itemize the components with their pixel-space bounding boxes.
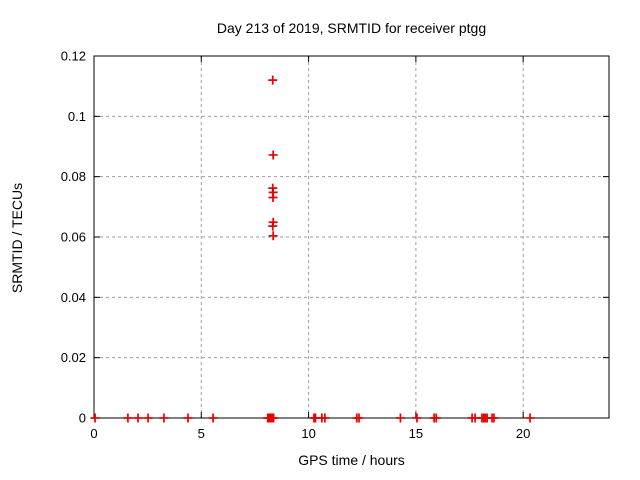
- data-point-marker: [268, 192, 278, 202]
- data-point-marker: [268, 231, 278, 241]
- data-point-marker: [133, 413, 143, 423]
- data-point-marker: [412, 413, 422, 423]
- data-point-marker: [143, 413, 153, 423]
- data-point-marker: [123, 413, 133, 423]
- data-point-marker: [208, 413, 218, 423]
- y-tick-label: 0.06: [61, 230, 86, 245]
- data-point-marker: [489, 413, 499, 423]
- y-tick-label: 0: [79, 411, 86, 426]
- data-point-marker: [320, 413, 330, 423]
- data-point-marker: [431, 413, 441, 423]
- data-point-marker: [159, 413, 169, 423]
- data-point-marker: [268, 75, 278, 85]
- y-tick-label: 0.1: [68, 109, 86, 124]
- plot-border: [93, 55, 610, 419]
- data-point-marker: [354, 413, 364, 423]
- x-tick-label: 20: [516, 426, 530, 441]
- x-tick-label: 10: [301, 426, 315, 441]
- data-point-marker: [183, 413, 193, 423]
- x-tick-label: 0: [90, 426, 97, 441]
- data-point-marker: [268, 150, 278, 160]
- chart-title: Day 213 of 2019, SRMTID for receiver ptg…: [216, 20, 487, 36]
- y-tick-label: 0.12: [61, 49, 86, 64]
- x-tick-label: 15: [409, 426, 423, 441]
- y-tick-label: 0.02: [61, 350, 86, 365]
- y-tick-label: 0.08: [61, 169, 86, 184]
- data-point-marker: [269, 413, 279, 423]
- x-tick-label: 5: [198, 426, 205, 441]
- y-tick-label: 0.04: [61, 290, 86, 305]
- data-point-marker: [525, 413, 535, 423]
- x-axis-label: GPS time / hours: [298, 452, 405, 468]
- data-point-marker: [395, 413, 405, 423]
- data-point-marker: [268, 221, 278, 231]
- data-point-marker: [90, 413, 100, 423]
